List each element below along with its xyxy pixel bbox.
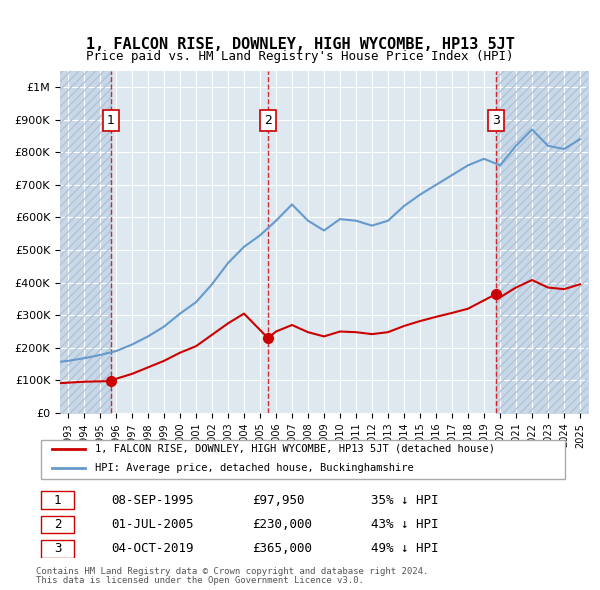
Text: Price paid vs. HM Land Registry's House Price Index (HPI): Price paid vs. HM Land Registry's House … xyxy=(86,50,514,63)
Text: 35% ↓ HPI: 35% ↓ HPI xyxy=(371,493,438,507)
Text: 08-SEP-1995: 08-SEP-1995 xyxy=(112,493,194,507)
Text: 04-OCT-2019: 04-OCT-2019 xyxy=(112,542,194,555)
Bar xyxy=(496,54,588,413)
Text: 49% ↓ HPI: 49% ↓ HPI xyxy=(371,542,438,555)
Text: 43% ↓ HPI: 43% ↓ HPI xyxy=(371,518,438,531)
Text: 3: 3 xyxy=(54,542,61,555)
FancyBboxPatch shape xyxy=(41,440,565,478)
Text: HPI: Average price, detached house, Buckinghamshire: HPI: Average price, detached house, Buck… xyxy=(95,464,414,473)
Text: 01-JUL-2005: 01-JUL-2005 xyxy=(112,518,194,531)
FancyBboxPatch shape xyxy=(41,516,74,533)
Text: 1, FALCON RISE, DOWNLEY, HIGH WYCOMBE, HP13 5JT (detached house): 1, FALCON RISE, DOWNLEY, HIGH WYCOMBE, H… xyxy=(95,444,496,454)
Text: 1: 1 xyxy=(107,114,115,127)
Text: 1, FALCON RISE, DOWNLEY, HIGH WYCOMBE, HP13 5JT: 1, FALCON RISE, DOWNLEY, HIGH WYCOMBE, H… xyxy=(86,37,514,52)
Text: This data is licensed under the Open Government Licence v3.0.: This data is licensed under the Open Gov… xyxy=(36,576,364,585)
Text: Contains HM Land Registry data © Crown copyright and database right 2024.: Contains HM Land Registry data © Crown c… xyxy=(36,566,428,576)
Text: £97,950: £97,950 xyxy=(252,493,305,507)
Text: 2: 2 xyxy=(54,518,61,531)
Text: £365,000: £365,000 xyxy=(252,542,312,555)
Bar xyxy=(60,54,111,413)
FancyBboxPatch shape xyxy=(41,491,74,509)
Text: 3: 3 xyxy=(492,114,500,127)
Text: 1: 1 xyxy=(54,493,61,507)
Text: £230,000: £230,000 xyxy=(252,518,312,531)
FancyBboxPatch shape xyxy=(41,540,74,558)
Text: 2: 2 xyxy=(264,114,272,127)
